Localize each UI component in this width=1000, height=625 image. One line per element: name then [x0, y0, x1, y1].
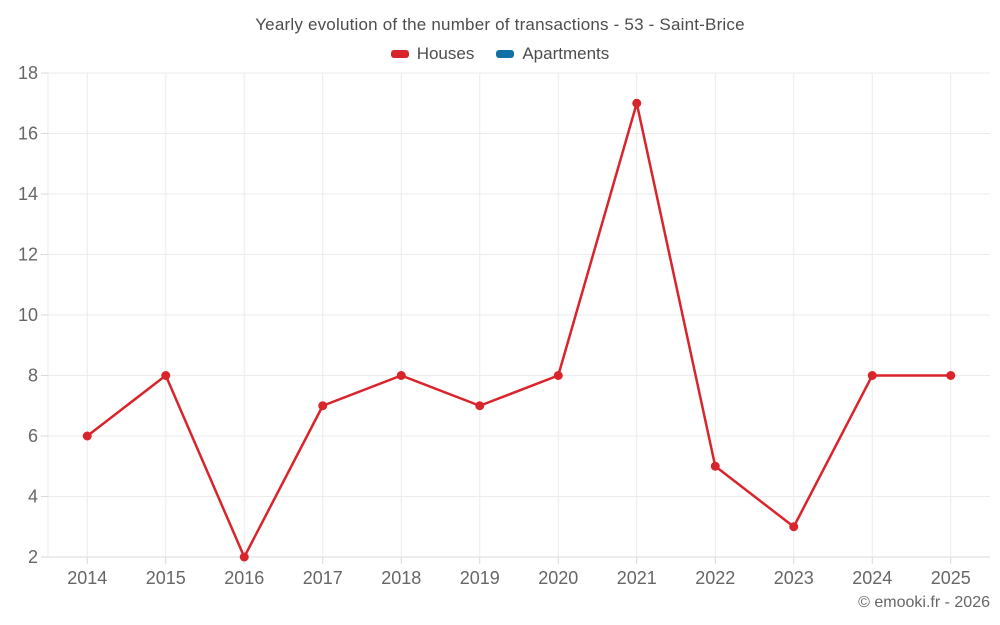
series-point-houses	[475, 401, 485, 411]
y-axis-label: 16	[18, 124, 38, 144]
x-axis-label: 2022	[695, 568, 735, 588]
legend-label-apartments: Apartments	[522, 44, 610, 63]
x-axis-label: 2016	[224, 568, 264, 588]
series-point-houses	[82, 431, 92, 441]
x-axis-label: 2015	[146, 568, 186, 588]
series-point-houses	[396, 371, 406, 380]
y-axis-label: 8	[28, 366, 38, 386]
x-axis-label: 2024	[852, 568, 892, 588]
legend-label-houses: Houses	[416, 44, 475, 63]
x-axis-label: 2023	[774, 568, 814, 588]
legend-item-apartments[interactable]: Apartments	[496, 44, 609, 64]
y-axis-label: 12	[18, 245, 38, 265]
legend-item-houses[interactable]: Houses	[390, 44, 475, 64]
series-point-houses	[946, 371, 956, 380]
series-point-houses	[239, 552, 249, 562]
x-axis-label: 2018	[381, 568, 421, 588]
x-axis-label: 2017	[303, 568, 343, 588]
apartments-swatch-icon	[496, 50, 515, 58]
series-point-houses	[553, 371, 563, 380]
x-axis-label: 2020	[538, 568, 578, 588]
houses-swatch-icon	[390, 50, 409, 58]
series-point-houses	[710, 461, 720, 471]
series-point-houses	[318, 401, 328, 411]
series-point-houses	[161, 371, 171, 380]
watermark: © emooki.fr - 2026	[858, 594, 990, 611]
series-point-houses	[867, 371, 877, 380]
y-axis-label: 18	[18, 63, 38, 83]
x-axis-label: 2014	[67, 568, 107, 588]
y-axis-label: 6	[28, 426, 38, 446]
chart-title: Yearly evolution of the number of transa…	[255, 15, 745, 34]
series-line-houses	[86, 102, 952, 559]
y-axis-label: 4	[28, 487, 38, 507]
legend: Houses Apartments	[0, 44, 1000, 64]
y-axis-label: 14	[18, 184, 38, 204]
y-axis-label: 10	[18, 305, 38, 325]
y-axis-label: 2	[28, 547, 38, 567]
series-point-houses	[632, 98, 642, 108]
x-axis-label: 2021	[617, 568, 657, 588]
x-axis-label: 2019	[460, 568, 500, 588]
series-point-houses	[789, 522, 799, 532]
x-axis-label: 2025	[931, 568, 971, 588]
